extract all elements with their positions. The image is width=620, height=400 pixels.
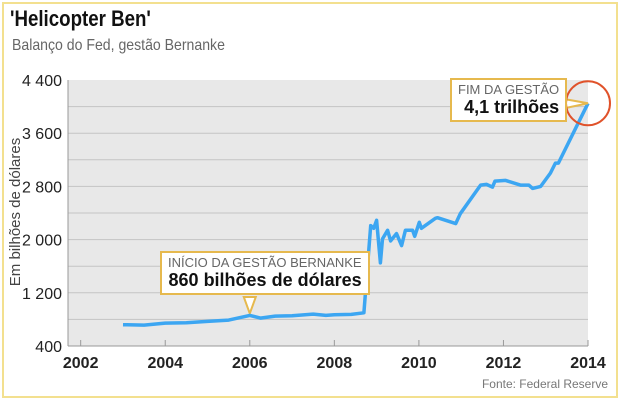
callout-end-unit: trilhões [489, 97, 560, 117]
y-tick-label: 2 800 [22, 179, 62, 196]
x-tick-label: 2008 [317, 355, 353, 372]
y-tick-label: 1 200 [22, 286, 62, 303]
callout-start-label: INÍCIO DA GESTÃO BERNANKE [168, 255, 362, 270]
callout-start-value: 860 [168, 270, 199, 290]
x-tick-label: 2006 [232, 355, 268, 372]
source-note: Fonte: Federal Reserve [481, 377, 608, 391]
callout-end-label: FIM DA GESTÃO [458, 82, 560, 97]
callout-end: FIM DA GESTÃO 4,1 trilhões [450, 78, 568, 122]
chart-subtitle: Balanço do Fed, gestão Bernanke [12, 37, 225, 54]
chart-title: 'Helicopter Ben' [10, 6, 151, 31]
x-tick-label: 2004 [147, 355, 183, 372]
y-tick-label: 400 [35, 339, 62, 356]
x-tick-label: 2012 [486, 355, 522, 372]
y-axis-label: Em bilhões de dólares [7, 138, 24, 286]
callout-start-unit: bilhões de dólares [198, 270, 362, 290]
callout-start: INÍCIO DA GESTÃO BERNANKE 860 bilhões de… [160, 251, 370, 295]
y-tick-label: 4 400 [22, 73, 62, 90]
series-line [122, 102, 590, 327]
callout-end-value: 4,1 [464, 97, 490, 117]
x-tick-label: 2002 [63, 355, 99, 372]
callout-start-pointer [242, 296, 258, 317]
y-tick-label: 2 000 [22, 233, 62, 250]
y-tick-label: 3 600 [22, 126, 62, 143]
x-tick-label: 2014 [570, 355, 606, 372]
x-tick-label: 2010 [401, 355, 437, 372]
